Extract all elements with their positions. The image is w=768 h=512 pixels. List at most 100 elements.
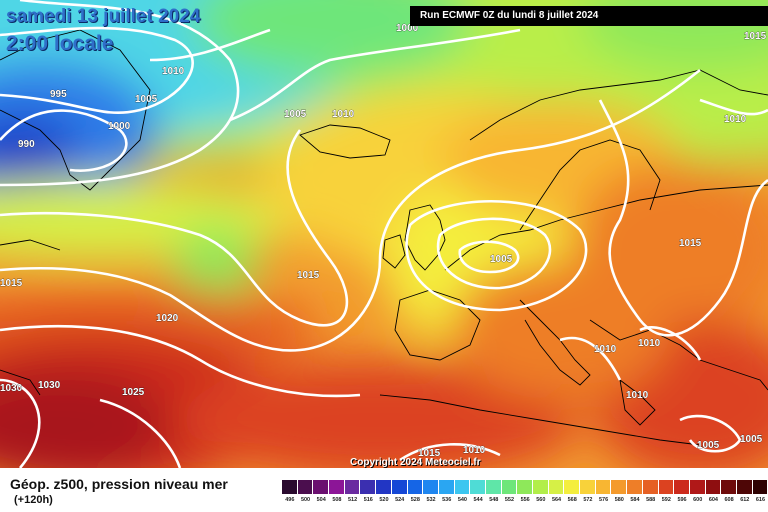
isobars [0, 0, 768, 468]
scale-swatch [282, 480, 298, 494]
scale-step: 508 [329, 480, 345, 507]
scale-label: 508 [332, 497, 342, 503]
scale-swatch [344, 480, 361, 494]
color-scale: 496 500 504 508 512 516 520 524 528 532 536 540 544 5… [282, 480, 768, 507]
scale-step: 564 [548, 480, 565, 507]
forecast-date: samedi 13 juillet 2024 [6, 6, 201, 27]
pressure-label: 1000 [396, 23, 419, 34]
pressure-label: 1015 [744, 31, 767, 42]
scale-step: 572 [580, 480, 596, 507]
pressure-label: 1010 [594, 344, 617, 355]
scale-label: 520 [379, 497, 389, 503]
scale-label: 556 [520, 497, 530, 503]
pressure-label: 1010 [332, 109, 355, 120]
scale-swatch [674, 480, 690, 494]
scale-step: 528 [407, 480, 424, 507]
pressure-label: 1000 [108, 121, 131, 132]
pressure-label: 1005 [135, 94, 158, 105]
scale-label: 600 [693, 497, 703, 503]
scale-label: 596 [677, 497, 687, 503]
scale-swatch [611, 480, 628, 494]
scale-swatch [580, 480, 596, 494]
scale-label: 516 [363, 497, 373, 503]
scale-swatch [501, 480, 518, 494]
legend-footer: Géop. z500, pression niveau mer (+120h) … [0, 468, 768, 512]
scale-swatch [564, 480, 581, 494]
pressure-labels: 1010 1005 1000 995 990 1005 1010 1015 10… [0, 23, 767, 460]
scale-step: 496 [282, 480, 298, 507]
scale-swatch [297, 480, 314, 494]
scale-label: 580 [614, 497, 624, 503]
pressure-label: 1025 [122, 387, 145, 398]
scale-step: 504 [313, 480, 330, 507]
scale-step: 512 [344, 480, 361, 507]
pressure-label: 1005 [740, 434, 763, 445]
pressure-label: 1010 [162, 66, 185, 77]
scale-swatch [533, 480, 549, 494]
legend-title: Géop. z500, pression niveau mer [10, 476, 228, 492]
scale-step: 592 [658, 480, 675, 507]
scale-step: 588 [642, 480, 659, 507]
pressure-label: 1005 [284, 109, 307, 120]
copyright: Copyright 2024 Meteociel.fr [350, 457, 481, 468]
scale-step: 612 [736, 480, 753, 507]
scale-swatch [313, 480, 330, 494]
scale-label: 504 [316, 497, 326, 503]
scale-label: 512 [348, 497, 358, 503]
scale-swatch [595, 480, 612, 494]
pressure-label: 1005 [697, 440, 720, 451]
scale-step: 596 [674, 480, 690, 507]
scale-swatch [689, 480, 706, 494]
scale-swatch [705, 480, 722, 494]
scale-label: 540 [457, 497, 467, 503]
scale-swatch [627, 480, 643, 494]
scale-step: 576 [595, 480, 612, 507]
pressure-label: 1010 [638, 338, 661, 349]
scale-label: 604 [708, 497, 718, 503]
scale-swatch [360, 480, 377, 494]
scale-step: 568 [564, 480, 581, 507]
scale-step: 616 [752, 480, 768, 507]
scale-step: 500 [297, 480, 314, 507]
scale-label: 528 [410, 497, 420, 503]
scale-step: 560 [533, 480, 549, 507]
legend-subtitle: (+120h) [14, 494, 53, 506]
scale-step: 532 [423, 480, 439, 507]
pressure-label: 1010 [724, 114, 747, 125]
pressure-label: 1015 [0, 278, 23, 289]
scale-label: 616 [755, 497, 766, 503]
scale-step: 520 [376, 480, 392, 507]
scale-label: 564 [551, 497, 562, 503]
scale-step: 580 [611, 480, 628, 507]
scale-label: 608 [724, 497, 734, 503]
scale-swatch [752, 480, 768, 494]
scale-label: 612 [740, 497, 750, 503]
scale-swatch [736, 480, 753, 494]
scale-swatch [438, 480, 455, 494]
coastlines [0, 29, 768, 446]
scale-swatch [517, 480, 533, 494]
scale-label: 552 [504, 497, 515, 503]
scale-label: 536 [442, 497, 452, 503]
scale-swatch [548, 480, 565, 494]
scale-swatch [376, 480, 392, 494]
scale-label: 572 [583, 497, 593, 503]
pressure-label: 1015 [418, 448, 441, 459]
scale-label: 588 [646, 497, 656, 503]
scale-label: 576 [599, 497, 609, 503]
scale-label: 568 [567, 497, 577, 503]
pressure-label: 1015 [679, 238, 702, 249]
scale-step: 552 [501, 480, 518, 507]
scale-swatch [721, 480, 737, 494]
scale-swatch [485, 480, 502, 494]
scale-step: 516 [360, 480, 377, 507]
scale-step: 544 [470, 480, 486, 507]
scale-swatch [470, 480, 486, 494]
pressure-label: 1005 [490, 254, 513, 265]
pressure-label: 1015 [297, 270, 320, 281]
scale-swatch [642, 480, 659, 494]
scale-label: 584 [630, 497, 640, 503]
scale-label: 548 [489, 497, 499, 503]
scale-step: 524 [391, 480, 408, 507]
pressure-label: 1010 [626, 390, 649, 401]
